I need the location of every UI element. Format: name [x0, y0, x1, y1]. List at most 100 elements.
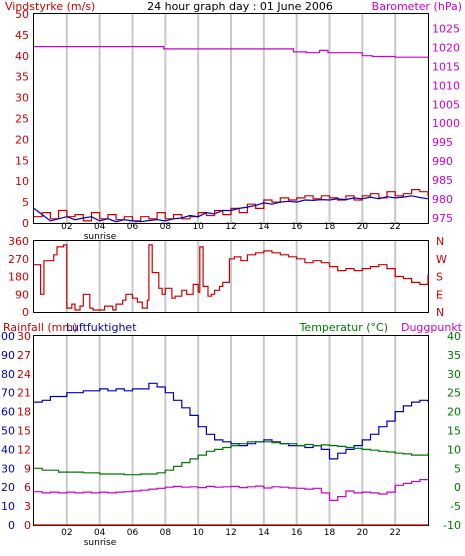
compass-label: S: [436, 271, 443, 284]
rain-y-tick: 27: [17, 349, 31, 362]
wind-y-tick: 0: [22, 217, 29, 230]
wind-y-tick: 45: [15, 29, 29, 42]
sunrise-label-bottom: sunrise: [84, 538, 117, 548]
temp-y-tick: 15: [447, 425, 461, 438]
wind-y-tick: 20: [15, 133, 29, 146]
x-tick-top: 10: [192, 222, 204, 232]
rain-y-tick: 12: [17, 443, 31, 456]
temp-y-tick: -5: [450, 500, 461, 513]
rain-y-tick: 15: [17, 425, 31, 438]
x-tick-bottom: 12: [225, 528, 236, 538]
page-title: 24 hour graph day : 01 June 2006: [147, 0, 333, 13]
pressure-y-tick: 1010: [432, 79, 460, 92]
wind-panel-frame: [33, 13, 429, 224]
x-tick-bottom: 18: [324, 528, 336, 538]
rain-y-tick: 6: [24, 481, 31, 494]
pressure-y-tick: 980: [432, 193, 453, 206]
direction-y-tick: 0: [22, 306, 29, 319]
pressure-line: [34, 46, 429, 58]
wind-y-tick: 25: [15, 113, 29, 126]
wind-y-tick: 50: [15, 8, 29, 21]
wind-y-tick: 40: [15, 50, 29, 63]
wind-y-tick: 35: [15, 71, 29, 84]
x-tick-bottom: 04: [94, 528, 106, 538]
temp-y-tick: -10: [443, 519, 461, 532]
humidity-y-tick: 10: [1, 500, 15, 513]
rain-y-tick: 21: [17, 387, 31, 400]
humidity-y-tick: 100: [0, 330, 15, 343]
x-tick-top: 02: [61, 222, 72, 232]
x-tick-bottom: 06: [127, 528, 139, 538]
rainfall-axis-label: Rainfall (mm): [3, 321, 77, 334]
temp-y-tick: 20: [447, 406, 461, 419]
wind-y-tick: 15: [15, 154, 29, 167]
direction-y-tick: 180: [8, 271, 29, 284]
x-tick-bottom: 20: [357, 528, 369, 538]
wind_avg-line: [33, 195, 429, 223]
humidity-y-tick: 0: [8, 519, 15, 532]
compass-label: E: [436, 288, 443, 301]
temp-y-tick: 10: [447, 443, 461, 456]
pressure-y-tick: 1020: [432, 41, 460, 54]
x-tick-top: 16: [291, 222, 303, 232]
x-tick-top: 04: [94, 222, 106, 232]
x-tick-top: 14: [258, 222, 270, 232]
temp-y-tick: 0: [454, 481, 461, 494]
data-series: [33, 46, 429, 526]
temp-y-tick: 25: [447, 387, 461, 400]
wind-axis-label: Vindstyrke (m/s): [5, 0, 95, 13]
x-tick-top: 12: [225, 222, 236, 232]
dewpoint-line: [34, 479, 428, 501]
pressure-y-tick: 1005: [432, 98, 460, 111]
x-tick-top: 08: [160, 222, 172, 232]
compass-label: N: [436, 235, 444, 248]
direction-y-tick: 90: [15, 288, 29, 301]
axis-tick-labels: 0202040406060808101012121414161618182020…: [0, 8, 461, 538]
pressure-y-tick: 990: [432, 155, 453, 168]
x-tick-bottom: 10: [192, 528, 204, 538]
rain-y-tick: 0: [24, 519, 31, 532]
humidity-y-tick: 50: [1, 425, 15, 438]
direction-y-tick: 360: [8, 235, 29, 248]
x-tick-top: 20: [357, 222, 369, 232]
compass-label: N: [436, 306, 444, 319]
barometer-axis-label: Barometer (hPa): [372, 0, 462, 13]
humidity-y-tick: 40: [1, 443, 15, 456]
x-tick-bottom: 02: [61, 528, 72, 538]
pressure-y-tick: 1025: [432, 22, 460, 35]
rain-y-tick: 18: [17, 406, 31, 419]
wind_gust-line: [34, 189, 429, 222]
wind-y-tick: 10: [15, 175, 29, 188]
temperature-axis-label: Temperatur (°C): [299, 321, 388, 334]
pressure-y-tick: 985: [432, 174, 453, 187]
humidity-y-tick: 20: [1, 481, 15, 494]
direction-y-tick: 270: [8, 253, 29, 266]
x-tick-top: 06: [127, 222, 139, 232]
wind-y-tick: 30: [15, 92, 29, 105]
humidity-y-tick: 90: [1, 349, 15, 362]
x-tick-top: 22: [389, 222, 400, 232]
rain-y-tick: 30: [17, 330, 31, 343]
temp-y-tick: 5: [454, 462, 461, 475]
humidity-y-tick: 60: [1, 406, 15, 419]
temperature-line: [34, 441, 429, 476]
x-tick-bottom: 16: [291, 528, 303, 538]
temp-y-tick: 40: [447, 330, 461, 343]
pressure-y-tick: 1015: [432, 60, 460, 73]
pressure-y-tick: 975: [432, 212, 453, 225]
wind-y-tick: 5: [22, 196, 29, 209]
rain-y-tick: 3: [24, 500, 31, 513]
direction-line: [34, 244, 429, 311]
temp-y-tick: 35: [447, 349, 461, 362]
rain-y-tick: 9: [24, 462, 31, 475]
dewpoint-axis-label: Duggpunkt: [401, 321, 463, 334]
sunrise-label-top: sunrise: [84, 232, 117, 242]
humidity-y-tick: 30: [1, 462, 15, 475]
pressure-y-tick: 995: [432, 136, 453, 149]
temp-y-tick: 30: [447, 368, 461, 381]
humidity-y-tick: 80: [1, 368, 15, 381]
x-tick-top: 18: [324, 222, 336, 232]
pressure-y-tick: 1000: [432, 117, 460, 130]
